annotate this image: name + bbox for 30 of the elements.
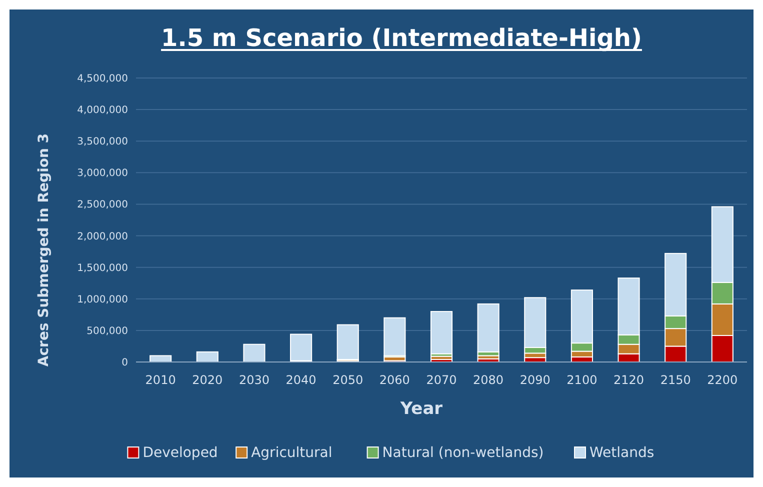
x-axis-title: Year — [399, 399, 444, 419]
chart-title: 1.5 m Scenario (Intermediate-High) — [161, 24, 642, 52]
x-tick-label: 2070 — [426, 373, 457, 387]
x-tick-label: 2080 — [473, 373, 504, 387]
y-tick-label: 2,500,000 — [77, 200, 128, 211]
y-tick-label: 3,500,000 — [77, 136, 128, 148]
y-tick-label: 3,000,000 — [77, 168, 128, 180]
x-tick-label: 2200 — [707, 373, 738, 387]
x-tick-label: 2050 — [332, 373, 364, 387]
y-tick-label: 2,000,000 — [77, 231, 128, 242]
x-tick-label: 2020 — [192, 373, 223, 387]
x-tick-label: 2030 — [238, 373, 270, 387]
y-tick-label: 1,000,000 — [77, 294, 128, 306]
y-tick-label: 4,000,000 — [77, 105, 128, 116]
legend-label: Natural (non-wetlands) — [382, 445, 544, 461]
y-tick-label: 500,000 — [86, 326, 128, 337]
y-tick-label: 0 — [122, 358, 128, 368]
y-axis-title: Acres Submerged in Region 3 — [36, 133, 52, 367]
x-tick-label: 2040 — [286, 373, 316, 387]
x-tick-label: 2060 — [379, 373, 410, 387]
y-tick-label: 1,500,000 — [77, 262, 128, 274]
x-tick-label: 2120 — [614, 373, 644, 387]
x-tick-label: 2150 — [660, 373, 691, 387]
legend-label: Wetlands — [590, 445, 654, 461]
legend-label: Developed — [142, 445, 218, 461]
legend-label: Agricultural — [251, 445, 332, 461]
y-tick-label: 4,500,000 — [77, 74, 128, 84]
x-tick-label: 2010 — [145, 373, 176, 387]
x-tick-label: 2100 — [566, 373, 598, 387]
x-tick-label: 2090 — [520, 373, 550, 387]
